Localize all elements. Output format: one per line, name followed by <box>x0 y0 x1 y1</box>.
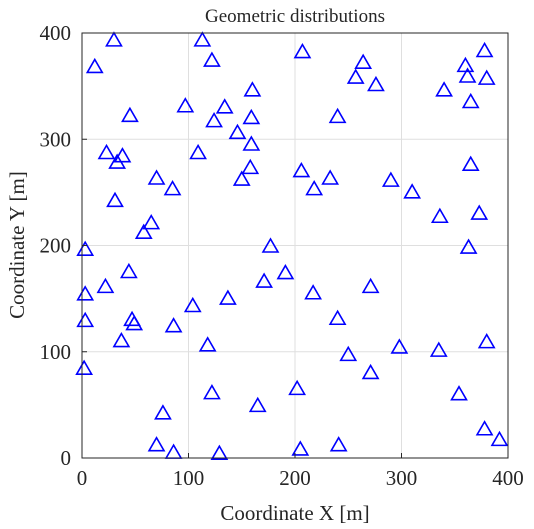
x-axis-ticks: 0 100 200 300 400 <box>77 453 524 490</box>
data-point <box>232 170 251 186</box>
data-point <box>134 223 153 239</box>
data-point <box>470 204 489 220</box>
data-point <box>429 341 448 357</box>
data-point <box>261 237 280 253</box>
data-point <box>361 363 380 380</box>
data-point <box>361 277 380 294</box>
data-point <box>459 238 478 254</box>
data-point <box>97 143 116 160</box>
data-point <box>176 97 195 113</box>
x-tick-label: 100 <box>173 466 205 490</box>
data-point <box>112 331 131 348</box>
x-tick-label: 300 <box>386 466 418 490</box>
data-point <box>142 214 161 230</box>
data-point <box>241 158 260 175</box>
data-point <box>461 92 480 109</box>
y-tick-label: 0 <box>61 446 72 470</box>
data-point <box>255 272 274 288</box>
data-point <box>203 384 221 400</box>
data-point <box>210 444 229 460</box>
data-point <box>105 31 123 47</box>
data-point <box>96 277 115 294</box>
data-point <box>329 436 348 452</box>
data-point <box>119 262 138 279</box>
data-point <box>147 169 166 185</box>
data-point <box>228 123 247 140</box>
y-tick-label: 200 <box>40 234 72 258</box>
data-point <box>304 284 322 300</box>
data-point <box>215 98 234 114</box>
data-point <box>75 359 94 375</box>
x-tick-label: 400 <box>492 466 524 490</box>
data-point <box>276 263 295 280</box>
data-point <box>125 314 144 331</box>
data-point <box>108 153 127 169</box>
data-point <box>321 169 340 185</box>
data-point <box>305 180 324 196</box>
data-point <box>477 69 496 85</box>
data-point <box>198 336 217 352</box>
data-point <box>242 108 261 125</box>
data-point <box>291 440 310 456</box>
data-point <box>106 191 124 208</box>
data-point <box>461 155 480 171</box>
data-point <box>121 106 139 123</box>
x-tick-label: 200 <box>279 466 311 490</box>
data-point <box>288 379 307 396</box>
data-point <box>475 420 494 436</box>
data-point <box>328 107 347 124</box>
data-point <box>292 161 311 178</box>
data-point <box>490 430 509 447</box>
y-tick-label: 300 <box>40 127 72 151</box>
data-point <box>475 41 494 58</box>
data-point <box>477 333 496 349</box>
y-axis-label: Coordinate Y [m] <box>5 171 29 319</box>
data-point <box>76 311 95 328</box>
data-point <box>243 81 262 97</box>
data-point <box>219 289 237 305</box>
data-point <box>76 285 95 301</box>
y-tick-label: 400 <box>40 21 72 45</box>
data-point <box>381 171 400 187</box>
data-point <box>339 345 358 362</box>
chart-title: Geometric distributions <box>205 6 385 27</box>
data-point <box>113 147 132 163</box>
data-point <box>346 68 365 84</box>
data-points <box>75 31 509 460</box>
data-point <box>390 338 409 354</box>
data-point <box>203 51 221 67</box>
data-point <box>205 112 223 128</box>
data-point <box>354 53 373 69</box>
data-point <box>403 183 422 199</box>
data-point <box>85 57 104 74</box>
data-point <box>458 67 477 83</box>
data-point <box>154 404 172 420</box>
data-point <box>163 180 182 196</box>
data-point <box>435 81 453 97</box>
x-axis-label: Coordinate X [m] <box>220 501 369 525</box>
data-point <box>430 207 449 224</box>
data-point <box>164 317 183 333</box>
data-point <box>367 75 385 92</box>
y-tick-label: 100 <box>40 340 72 364</box>
y-axis-ticks: 0 100 200 300 400 <box>40 21 87 470</box>
data-point <box>328 309 347 326</box>
data-point <box>242 135 261 151</box>
data-point <box>76 240 95 256</box>
x-tick-label: 0 <box>77 466 88 490</box>
data-point <box>183 296 202 313</box>
data-point <box>189 143 207 160</box>
data-point <box>293 42 312 59</box>
data-point <box>147 436 166 452</box>
data-point <box>248 396 267 413</box>
data-point <box>450 385 468 401</box>
data-point <box>193 31 212 47</box>
